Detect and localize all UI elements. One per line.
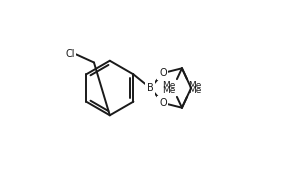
Text: Me: Me [188,86,202,95]
Text: B: B [147,83,154,93]
Text: Cl: Cl [65,49,75,59]
Text: O: O [159,98,167,108]
Text: Me: Me [162,81,175,90]
Text: Me: Me [162,86,175,95]
Text: O: O [159,68,167,78]
Text: Me: Me [188,81,202,90]
